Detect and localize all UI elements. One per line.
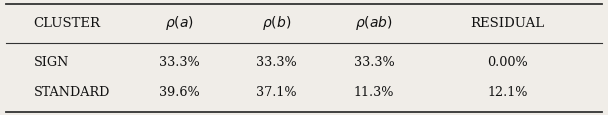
Text: $\rho(b)$: $\rho(b)$ — [262, 14, 291, 32]
Text: SIGN: SIGN — [33, 56, 69, 69]
Text: 39.6%: 39.6% — [159, 86, 200, 98]
Text: RESIDUAL: RESIDUAL — [471, 17, 545, 29]
Text: 12.1%: 12.1% — [488, 86, 528, 98]
Text: 33.3%: 33.3% — [159, 56, 200, 69]
Text: 33.3%: 33.3% — [256, 56, 297, 69]
Text: STANDARD: STANDARD — [33, 86, 110, 98]
Text: $\rho(ab)$: $\rho(ab)$ — [355, 14, 393, 32]
Text: 0.00%: 0.00% — [487, 56, 528, 69]
Text: CLUSTER: CLUSTER — [33, 17, 100, 29]
Text: $\rho(a)$: $\rho(a)$ — [165, 14, 194, 32]
Text: 37.1%: 37.1% — [257, 86, 297, 98]
Text: 33.3%: 33.3% — [353, 56, 395, 69]
Text: 11.3%: 11.3% — [354, 86, 394, 98]
